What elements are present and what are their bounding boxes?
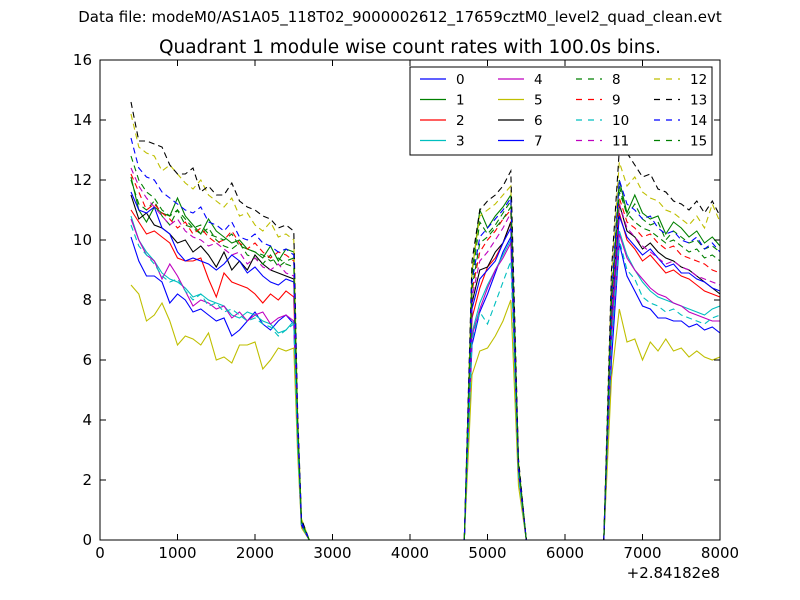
series-line-13: [130, 101, 721, 541]
x-tick-label: 7000: [623, 544, 661, 562]
legend-label-5: 5: [534, 93, 543, 109]
series-line-10: [130, 224, 721, 541]
legend-label-4: 4: [534, 72, 543, 88]
legend-label-1: 1: [456, 93, 465, 109]
x-tick-label: 3000: [313, 544, 351, 562]
y-tick-label: 6: [82, 351, 92, 369]
series-line-0: [130, 234, 721, 541]
y-tick-label: 12: [73, 171, 92, 189]
y-tick-label: 8: [82, 291, 92, 309]
y-tick-label: 4: [82, 411, 92, 429]
series-line-9: [130, 173, 721, 541]
legend-label-10: 10: [612, 113, 629, 129]
x-tick-label: 8000: [701, 544, 739, 562]
legend-label-13: 13: [690, 93, 707, 109]
legend-label-0: 0: [456, 72, 465, 88]
x-offset-label: +2.84182e8: [627, 564, 720, 582]
series-line-6: [130, 194, 721, 541]
axis-layer: 0 1000 2000 3000 4000 5000 6000 7000 80000246810…: [73, 51, 739, 562]
y-tick-label: 10: [73, 231, 92, 249]
series-line-5: [130, 284, 721, 541]
legend-label-2: 2: [456, 113, 465, 129]
legend-label-9: 9: [612, 93, 621, 109]
x-tick-label: 1000: [158, 544, 196, 562]
suptitle: Data file: modeM0/AS1A05_118T02_90000026…: [78, 8, 722, 26]
x-tick-label: 4000: [391, 544, 429, 562]
series-layer: [130, 101, 721, 541]
legend-label-14: 14: [690, 113, 707, 129]
y-tick-label: 0: [82, 531, 92, 549]
series-line-12: [130, 113, 721, 541]
legend-label-6: 6: [534, 113, 543, 129]
legend-label-7: 7: [534, 134, 543, 150]
x-tick-label: 2000: [236, 544, 274, 562]
legend-label-12: 12: [690, 72, 707, 88]
legend-label-11: 11: [612, 134, 629, 150]
y-tick-label: 14: [73, 111, 92, 129]
x-tick-label: 0: [95, 544, 105, 562]
legend-label-8: 8: [612, 72, 621, 88]
chart-title: Quadrant 1 module wise count rates with …: [158, 37, 662, 58]
series-line-14: [130, 137, 721, 541]
legend-label-3: 3: [456, 134, 465, 150]
x-tick-label: 5000: [468, 544, 506, 562]
series-line-11: [130, 167, 721, 541]
legend-box: [409, 66, 713, 156]
y-tick-label: 16: [73, 51, 92, 69]
legend-label-15: 15: [690, 134, 707, 150]
series-line-2: [130, 209, 721, 541]
y-tick-label: 2: [82, 471, 92, 489]
series-line-8: [130, 179, 721, 541]
x-tick-label: 6000: [546, 544, 584, 562]
series-line-15: [130, 155, 721, 541]
series-line-7: [130, 191, 721, 541]
